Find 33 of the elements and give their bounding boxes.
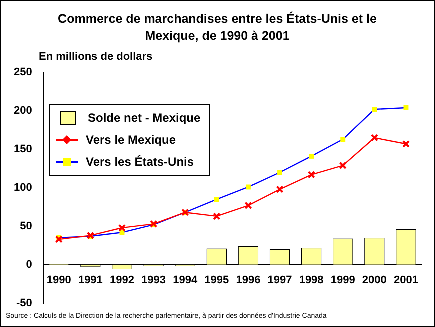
point (308, 171, 316, 179)
y-tick-label: 200 (14, 105, 32, 118)
point (276, 186, 284, 194)
x-tick-label: 1997 (268, 274, 292, 287)
y-tick-label: 50 (20, 220, 32, 232)
y-tick-label: 100 (14, 182, 32, 194)
legend-label: Vers le Mexique (86, 133, 176, 147)
x-tick-label: 1999 (330, 274, 356, 287)
point (370, 134, 378, 142)
legend-label: Vers les États-Unis (86, 155, 194, 169)
point (118, 224, 126, 232)
point (213, 212, 221, 220)
point (244, 202, 252, 210)
x-tick-label: 2001 (394, 274, 418, 287)
point (339, 162, 347, 170)
x-tick-label: 1998 (299, 274, 324, 287)
y-tick-label: 0 (26, 258, 32, 271)
x-tick-label: 1992 (110, 274, 134, 287)
x-tick-label: 1991 (78, 274, 103, 287)
point (86, 232, 95, 240)
y-tick-label: 250 (14, 66, 32, 79)
x-tick-label: 1993 (142, 274, 166, 287)
y-axis-title: En millions de dollars (39, 51, 153, 63)
x-tick-label: 1995 (204, 274, 230, 287)
chart-title: Commerce de marchandises entre les États-Unis et le Mexique, de 1990 à 2001 (57, 11, 378, 45)
x-tick-label: 1996 (236, 274, 261, 287)
x-tick-label: 2000 (362, 274, 387, 287)
y-tick-label: 150 (14, 144, 32, 156)
point (55, 236, 63, 244)
x-tick-label: 1990 (46, 274, 72, 287)
y-tick-label: -50 (16, 297, 32, 310)
x-tick-label: 1994 (173, 274, 198, 287)
legend-label: Solde net - Mexique (88, 111, 201, 125)
